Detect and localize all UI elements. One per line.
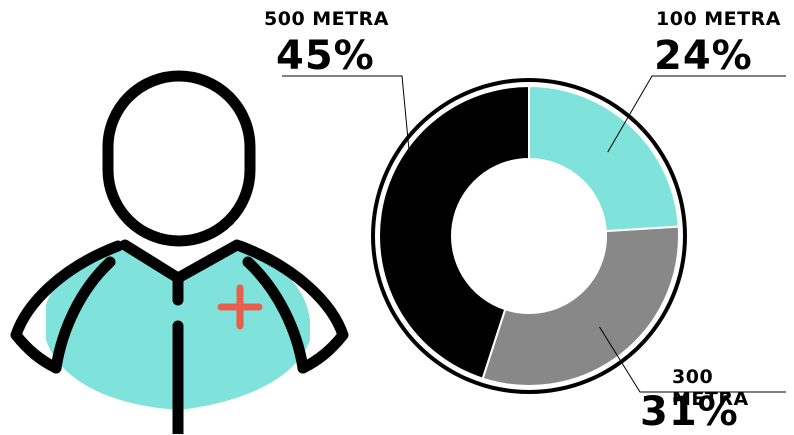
slice-100-metra bbox=[528, 84, 680, 233]
label-300-value: 31% bbox=[640, 389, 739, 435]
medic-person-icon bbox=[10, 70, 349, 434]
label-300-name: 300 METRA bbox=[672, 366, 749, 410]
leader-line-500 bbox=[282, 75, 416, 219]
label-100-name: 100 METRA bbox=[656, 8, 781, 30]
label-500-value: 45% bbox=[276, 33, 375, 79]
leader-line-300 bbox=[599, 326, 786, 393]
slice-500-metra bbox=[378, 84, 530, 380]
slice-300-metra bbox=[481, 225, 680, 387]
label-500-name: 500 METRA bbox=[264, 8, 389, 30]
leader-line-100 bbox=[607, 75, 786, 153]
label-100-value: 24% bbox=[654, 33, 753, 79]
